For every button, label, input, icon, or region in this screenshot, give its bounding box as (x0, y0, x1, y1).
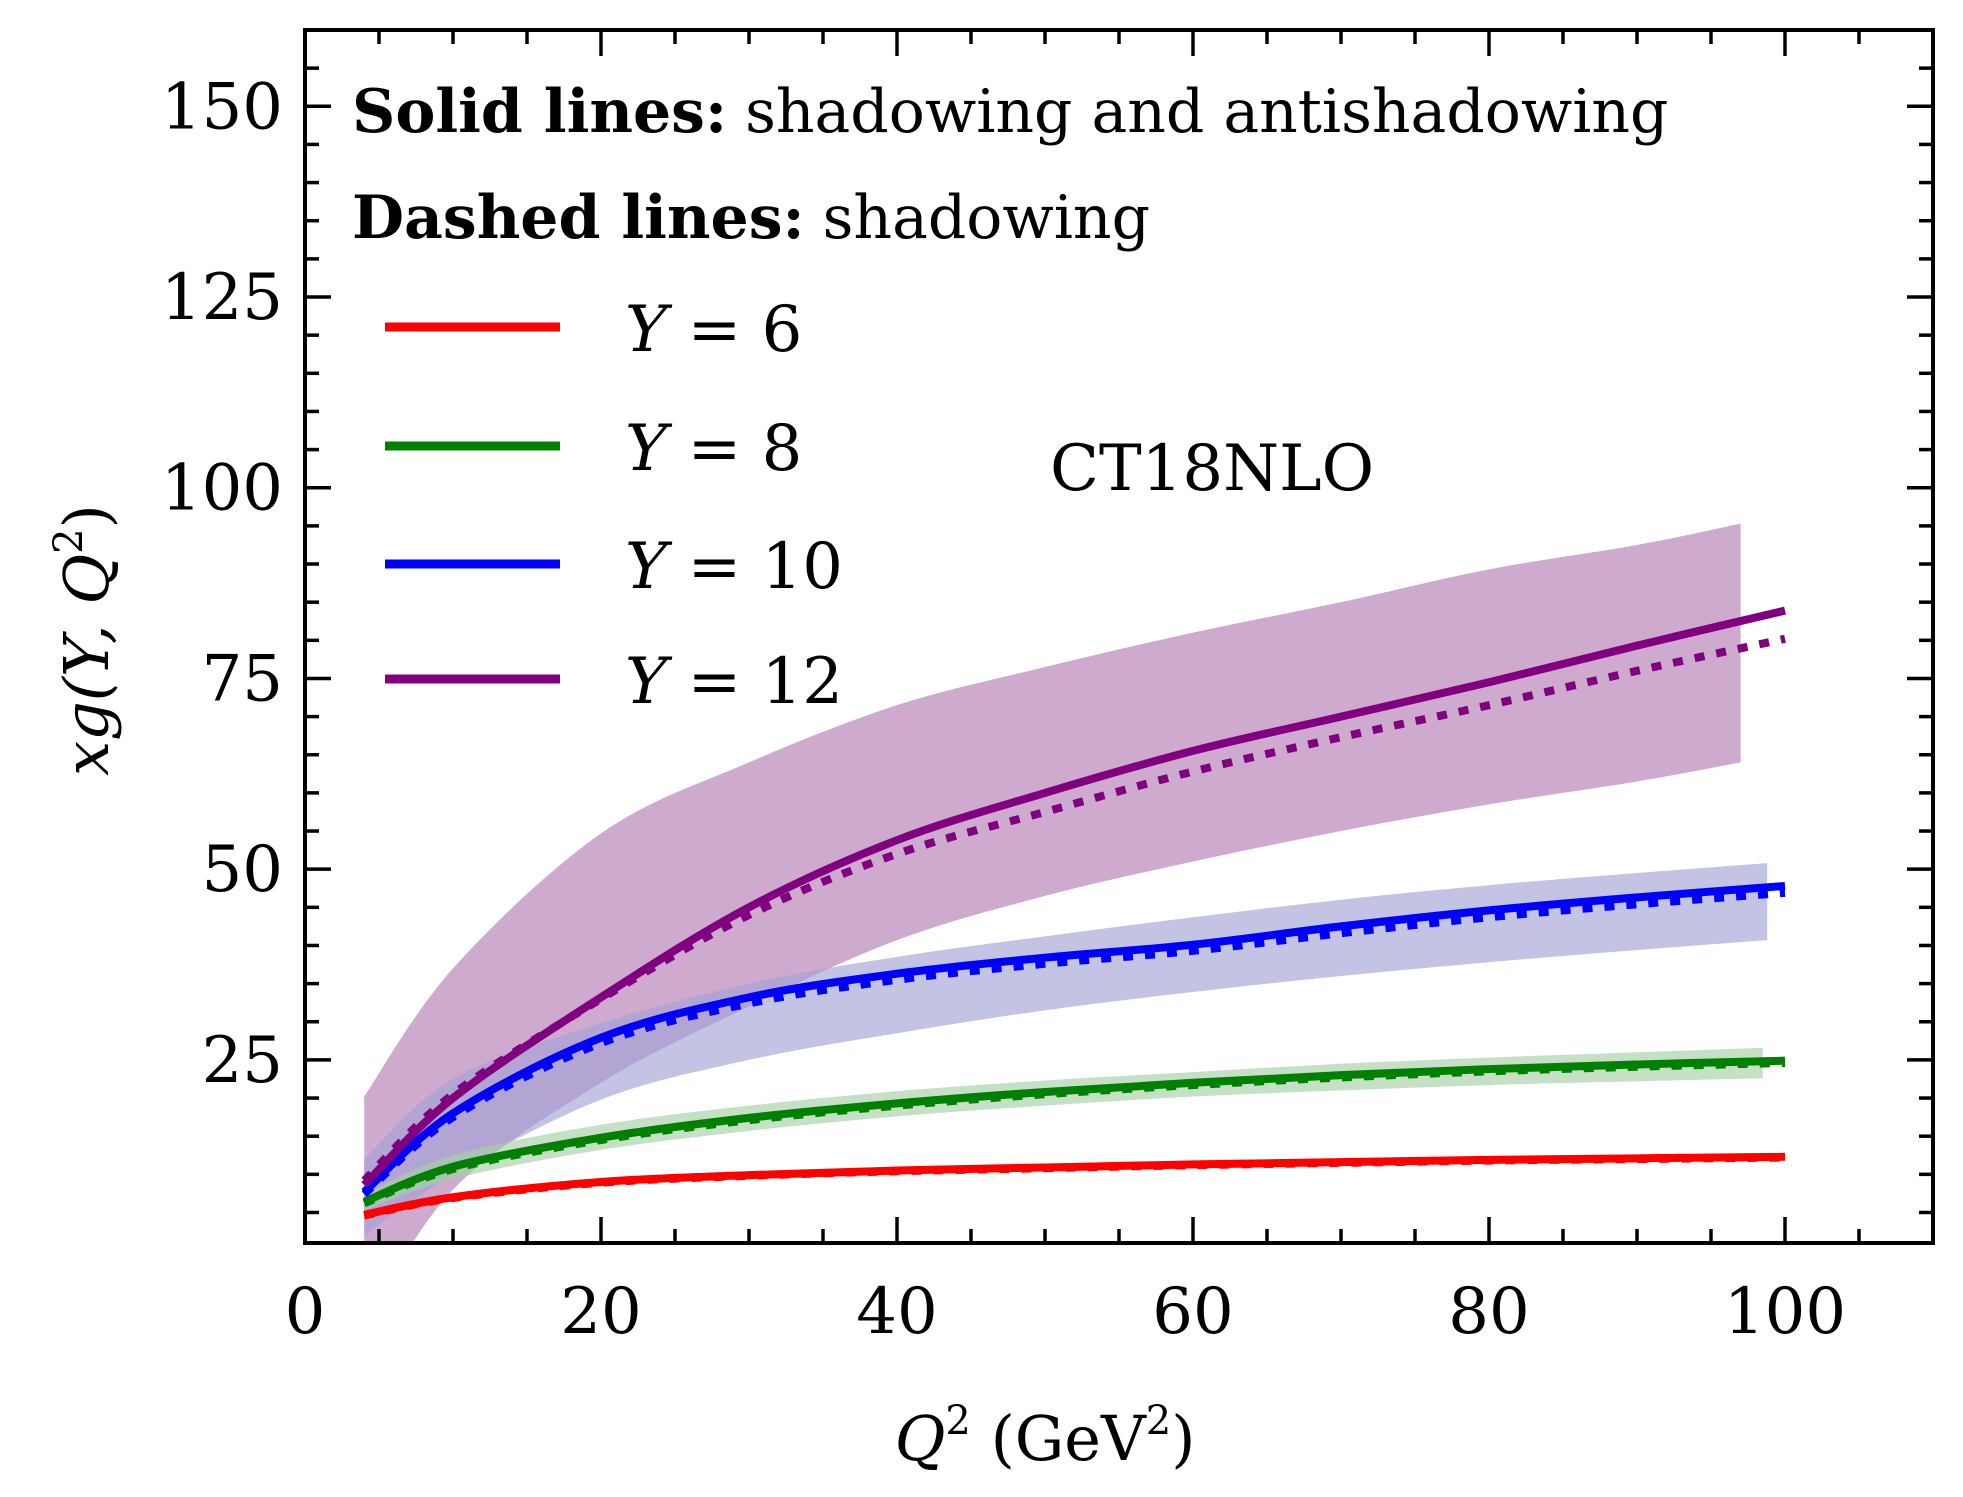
legend-item-y12: Y = 12 (385, 645, 843, 719)
x-axis-title-var: Q (895, 1402, 946, 1475)
legend-label: Y = 8 (625, 412, 802, 486)
solid-line-y6 (363, 1152, 1786, 1219)
legend-item-y8: Y = 8 (385, 412, 802, 486)
annotation-dashed-lines: Dashed lines: shadowing (352, 183, 1150, 253)
y-tick-label: 25 (202, 1024, 283, 1098)
annotation-dashed-text: shadowing (823, 183, 1150, 253)
y-axis-title-main: xg(Y, Q (50, 554, 123, 776)
solid-line-y12 (361, 606, 1786, 1188)
y-axis-title: xg(Y, Q2) (46, 504, 123, 776)
annotation-dashed-label: Dashed lines: (352, 183, 805, 253)
y-tick-label: 125 (161, 261, 283, 335)
x-tick-label: 80 (1448, 1275, 1529, 1349)
x-tick-label: 60 (1152, 1275, 1233, 1349)
legend-label: Y = 12 (625, 645, 843, 719)
band-y10 (364, 863, 1768, 1236)
pdf-set-label: CT18NLO (1050, 432, 1374, 506)
annotation-solid-lines: Solid lines: shadowing and antishadowing (352, 77, 1668, 147)
x-tick-label: 0 (285, 1275, 326, 1349)
series-lines (361, 606, 1786, 1220)
axis-ticks (303, 28, 1935, 1243)
legend-label: Y = 6 (625, 293, 802, 367)
y-axis-title-sup: 2 (46, 528, 92, 553)
dashed-line-y10 (361, 888, 1786, 1198)
x-axis-title-unit: (GeV (971, 1402, 1147, 1475)
legend: Y = 6 Y = 8 Y = 10 Y = 12 (385, 293, 843, 719)
x-tick-label: 40 (856, 1275, 937, 1349)
y-tick-label: 100 (161, 452, 283, 526)
solid-line-y10 (361, 881, 1786, 1195)
y-tick-label: 75 (202, 642, 283, 716)
legend-item-y6: Y = 6 (385, 293, 802, 367)
x-axis-title-sup: 2 (945, 1398, 970, 1444)
uncertainty-bands (364, 523, 1768, 1243)
annotation-solid-text: shadowing and antishadowing (745, 77, 1668, 147)
y-axis-title-close: ) (50, 504, 123, 528)
x-tick-label: 100 (1724, 1275, 1846, 1349)
plot-frame (303, 28, 1935, 1245)
legend-item-y10: Y = 10 (385, 530, 843, 604)
annotation-solid-label: Solid lines: (352, 77, 727, 147)
y-tick-label: 50 (202, 833, 283, 907)
x-tick-label: 20 (560, 1275, 641, 1349)
solid-line-y8 (362, 1056, 1786, 1206)
x-axis-title: Q2 (GeV2) (895, 1398, 1196, 1475)
x-axis-title-unit-sup: 2 (1146, 1398, 1171, 1444)
legend-label: Y = 10 (625, 530, 843, 604)
x-axis-title-close: ) (1171, 1402, 1195, 1475)
tick-labels: 0 20 40 60 80 100 25 50 75 100 125 150 (161, 70, 1846, 1349)
y-tick-label: 150 (161, 70, 283, 144)
